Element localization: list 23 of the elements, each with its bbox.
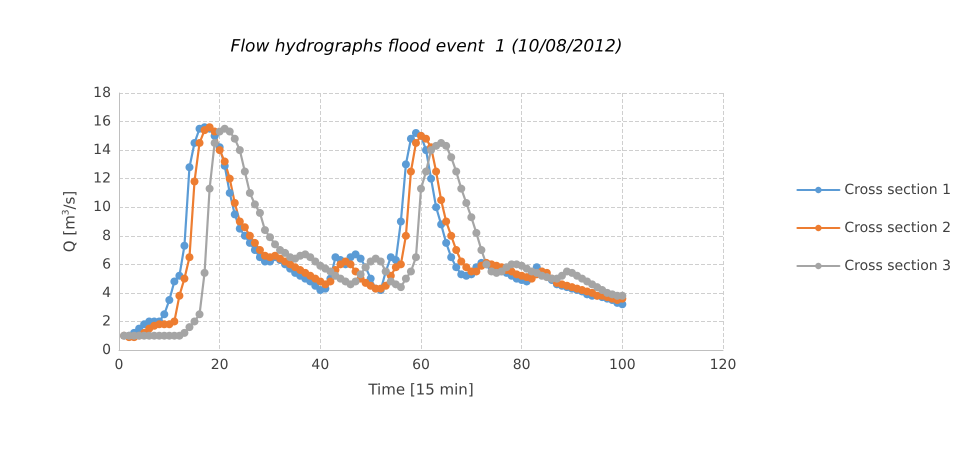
y-tick-label: 2 bbox=[102, 313, 111, 330]
x-tick-label: 80 bbox=[512, 357, 531, 373]
y-tick-label: 16 bbox=[93, 114, 112, 130]
legend-label: Cross section 1 bbox=[844, 182, 952, 198]
x-tick-label: 0 bbox=[114, 357, 124, 373]
x-tick-label: 120 bbox=[710, 357, 736, 373]
y-tick-label: 14 bbox=[93, 142, 112, 158]
x-axis-title: Time [15 min] bbox=[367, 380, 474, 398]
y-tick-label: 6 bbox=[102, 256, 112, 272]
y-tick-label: 8 bbox=[102, 228, 111, 244]
x-tick-label: 20 bbox=[210, 357, 229, 373]
legend-label: Cross section 3 bbox=[844, 258, 952, 274]
chart-title: Flow hydrographs flood event 1 (10/08/2012) bbox=[230, 36, 622, 56]
x-tick-label: 100 bbox=[608, 357, 636, 373]
y-tick-label: 12 bbox=[93, 170, 111, 187]
legend-label: Cross section 2 bbox=[844, 220, 952, 236]
y-axis-title: Q [m3/s] bbox=[60, 190, 78, 252]
x-tick-label: 60 bbox=[412, 357, 430, 373]
y-tick-label: 18 bbox=[93, 85, 111, 101]
y-tick-label: 4 bbox=[102, 284, 112, 301]
y-tick-label: 0 bbox=[102, 342, 111, 358]
x-tick-label: 40 bbox=[311, 357, 330, 373]
y-tick-label: 10 bbox=[93, 199, 111, 216]
